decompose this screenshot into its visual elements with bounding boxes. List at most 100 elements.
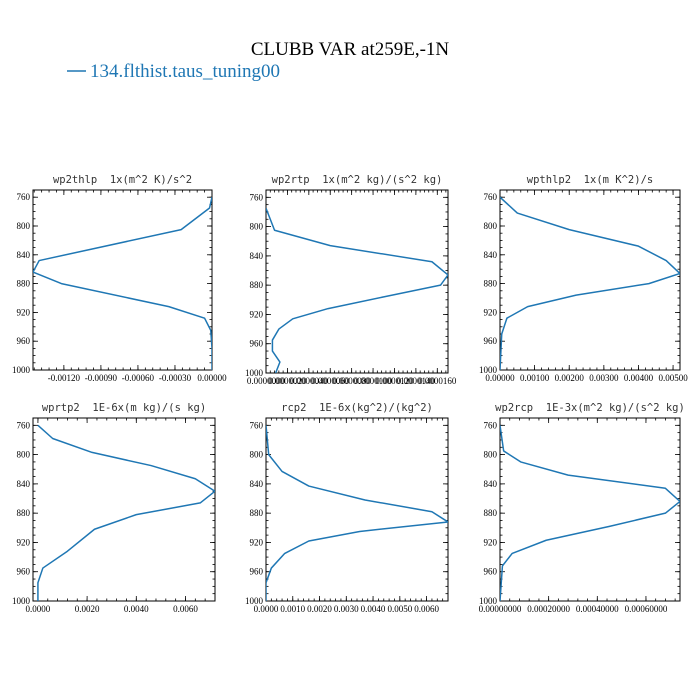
y-tick-label: 1000 bbox=[245, 368, 264, 378]
x-tick-label: 0.00000000 bbox=[479, 604, 522, 614]
x-tick-label: 0.00200 bbox=[555, 373, 585, 383]
x-tick-label: 0.0030 bbox=[334, 604, 359, 614]
y-tick-label: 960 bbox=[17, 567, 31, 577]
y-tick-label: 880 bbox=[484, 508, 498, 518]
y-tick-label: 1000 bbox=[12, 596, 31, 606]
y-tick-label: 800 bbox=[250, 450, 264, 460]
x-tick-label: 0.0020 bbox=[75, 604, 100, 614]
x-tick-label: 0.0020 bbox=[307, 604, 332, 614]
y-tick-label: 960 bbox=[250, 567, 264, 577]
panel-title: wprtp2 1E-6x(m kg)/(s kg) bbox=[42, 402, 206, 414]
y-tick-label: 880 bbox=[17, 279, 31, 289]
y-tick-label: 760 bbox=[484, 420, 498, 430]
y-tick-label: 920 bbox=[250, 309, 264, 319]
x-tick-label: 0.00500 bbox=[658, 373, 688, 383]
x-tick-label: -0.00090 bbox=[85, 373, 118, 383]
x-tick-label: 0.00060000 bbox=[625, 604, 668, 614]
series-line bbox=[33, 197, 212, 370]
panel-4: wprtp2 1E-6x(m kg)/(s kg) 760 800 840 880 920… bbox=[12, 402, 216, 614]
panel-2: wp2rtp 1x(m^2 kg)/(s^2 kg) 760 800 840 880 92… bbox=[245, 174, 457, 386]
x-tick-label: 0.00100 bbox=[520, 373, 550, 383]
y-tick-label: 840 bbox=[17, 479, 31, 489]
panel-5: rcp2 1E-6x(kg^2)/(kg^2) 760 800 840 880 920 96… bbox=[245, 402, 449, 614]
y-tick-label: 920 bbox=[484, 537, 498, 547]
y-tick-label: 840 bbox=[250, 479, 264, 489]
plot-frame bbox=[32, 417, 216, 602]
y-tick-label: 800 bbox=[17, 450, 31, 460]
y-tick-label: 840 bbox=[484, 250, 498, 260]
x-tick-label: 0.0040 bbox=[361, 604, 386, 614]
x-tick-label: 0.00300 bbox=[589, 373, 619, 383]
series-line bbox=[37, 424, 215, 601]
panel-title: wp2rtp 1x(m^2 kg)/(s^2 kg) bbox=[272, 174, 443, 186]
y-tick-label: 1000 bbox=[479, 365, 498, 375]
x-tick-label: 0.0000160 bbox=[418, 376, 457, 386]
legend: 134.flthist.taus_tuning00 bbox=[67, 61, 280, 82]
plot-frame bbox=[265, 189, 449, 374]
panel-title: wp2thlp 1x(m^2 K)/s^2 bbox=[53, 174, 192, 186]
y-tick-label: 760 bbox=[17, 192, 31, 202]
figure-title: CLUBB VAR at259E,-1N bbox=[251, 39, 450, 60]
y-tick-label: 960 bbox=[250, 339, 264, 349]
x-tick-label: 0.0060 bbox=[414, 604, 439, 614]
y-tick-label: 880 bbox=[17, 508, 31, 518]
x-tick-label: 0.00000 bbox=[485, 373, 515, 383]
legend-label: 134.flthist.taus_tuning00 bbox=[90, 61, 280, 82]
y-tick-label: 760 bbox=[250, 420, 264, 430]
x-tick-label: 0.0000 bbox=[26, 604, 51, 614]
panel-6: wp2rcp 1E-3x(m^2 kg)/(s^2 kg) 760 800 840 88… bbox=[479, 402, 685, 614]
series-line bbox=[266, 425, 448, 601]
panel-title: wp2rcp 1E-3x(m^2 kg)/(s^2 kg) bbox=[495, 402, 685, 414]
x-tick-label: 0.0000020 bbox=[268, 376, 307, 386]
y-tick-label: 1000 bbox=[479, 596, 498, 606]
y-tick-label: 960 bbox=[17, 336, 31, 346]
y-tick-label: 760 bbox=[484, 192, 498, 202]
y-tick-label: 760 bbox=[250, 192, 264, 202]
y-tick-label: 760 bbox=[17, 420, 31, 430]
x-tick-label: 0.0010 bbox=[280, 604, 305, 614]
y-tick-label: 880 bbox=[250, 280, 264, 290]
x-tick-label: 0.0000100 bbox=[354, 376, 393, 386]
x-tick-label: 0.0060 bbox=[173, 604, 198, 614]
x-tick-label: 0.0000120 bbox=[375, 376, 414, 386]
series-line bbox=[500, 425, 680, 601]
x-tick-label: 0.0000 bbox=[254, 604, 279, 614]
x-tick-label: -0.00120 bbox=[48, 373, 81, 383]
y-tick-label: 920 bbox=[17, 307, 31, 317]
panel-title: rcp2 1E-6x(kg^2)/(kg^2) bbox=[281, 402, 433, 414]
y-tick-label: 880 bbox=[250, 508, 264, 518]
x-tick-label: 0.0000140 bbox=[397, 376, 436, 386]
series-line bbox=[266, 208, 448, 373]
panel-3: wpthlp2 1x(m K^2)/s 760 800 840 880 920 960 100… bbox=[479, 174, 688, 383]
x-tick-label: 0.0050 bbox=[387, 604, 412, 614]
plot-frame bbox=[499, 417, 681, 602]
x-tick-label: -0.00060 bbox=[122, 373, 155, 383]
y-tick-label: 960 bbox=[484, 336, 498, 346]
x-tick-label: 0.0000000 bbox=[247, 376, 286, 386]
x-tick-label: 0.00020000 bbox=[527, 604, 570, 614]
y-tick-label: 800 bbox=[17, 221, 31, 231]
x-tick-label: 0.0040 bbox=[124, 604, 149, 614]
series-line bbox=[500, 196, 680, 370]
y-tick-label: 840 bbox=[17, 250, 31, 260]
x-tick-label: 0.00400 bbox=[624, 373, 654, 383]
y-tick-label: 920 bbox=[484, 307, 498, 317]
y-tick-label: 800 bbox=[250, 222, 264, 232]
panels: wp2thlp 1x(m^2 K)/s^2 760 800 840 880 920 960 1… bbox=[12, 174, 688, 614]
x-tick-label: 0.0000040 bbox=[290, 376, 329, 386]
y-tick-label: 1000 bbox=[245, 596, 264, 606]
y-tick-label: 840 bbox=[484, 479, 498, 489]
y-tick-label: 960 bbox=[484, 567, 498, 577]
y-tick-label: 920 bbox=[17, 537, 31, 547]
y-tick-label: 1000 bbox=[12, 365, 31, 375]
x-tick-label: 0.0000060 bbox=[311, 376, 350, 386]
panel-1: wp2thlp 1x(m^2 K)/s^2 760 800 840 880 920 960 1… bbox=[12, 174, 227, 383]
y-tick-label: 800 bbox=[484, 450, 498, 460]
panel-title: wpthlp2 1x(m K^2)/s bbox=[527, 174, 653, 186]
y-tick-label: 920 bbox=[250, 537, 264, 547]
x-tick-label: 0.00040000 bbox=[576, 604, 619, 614]
plot-frame bbox=[32, 189, 213, 371]
plot-frame bbox=[499, 189, 681, 371]
y-tick-label: 840 bbox=[250, 251, 264, 261]
